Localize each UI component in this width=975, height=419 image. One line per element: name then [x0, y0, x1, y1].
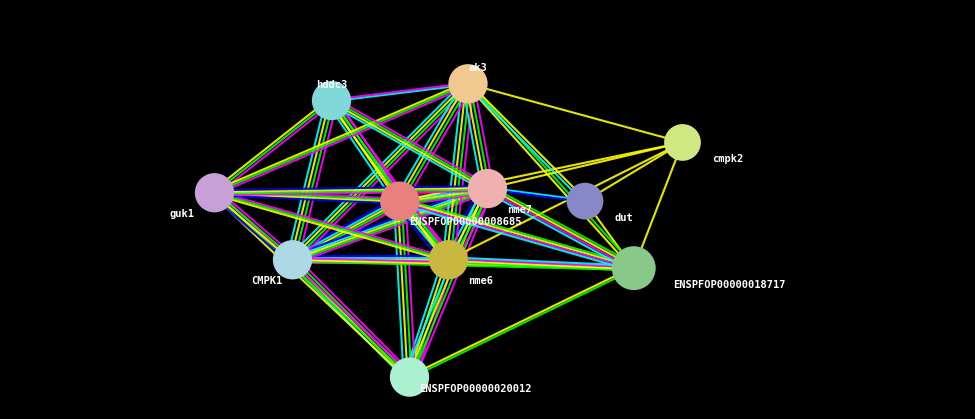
Point	[577, 198, 593, 204]
Point	[480, 185, 495, 192]
Point	[392, 198, 408, 204]
Text: hddc3: hddc3	[316, 80, 347, 90]
Text: cmpk2: cmpk2	[712, 154, 743, 164]
Point	[460, 80, 476, 87]
Text: ENSPFOP00000020012: ENSPFOP00000020012	[419, 384, 531, 394]
Point	[324, 97, 339, 104]
Point	[285, 256, 300, 263]
Point	[402, 374, 417, 380]
Text: ENSPFOP00000008685: ENSPFOP00000008685	[410, 217, 522, 227]
Text: dut: dut	[614, 213, 633, 223]
Text: ak3: ak3	[468, 63, 488, 73]
Text: nme6: nme6	[468, 276, 493, 286]
Point	[207, 189, 222, 196]
Text: ENSPFOP00000018717: ENSPFOP00000018717	[673, 280, 785, 290]
Text: nme7: nme7	[507, 204, 532, 215]
Point	[675, 139, 690, 146]
Point	[441, 256, 456, 263]
Text: guk1: guk1	[170, 209, 195, 219]
Point	[626, 265, 642, 272]
Text: CMPK1: CMPK1	[252, 276, 283, 286]
